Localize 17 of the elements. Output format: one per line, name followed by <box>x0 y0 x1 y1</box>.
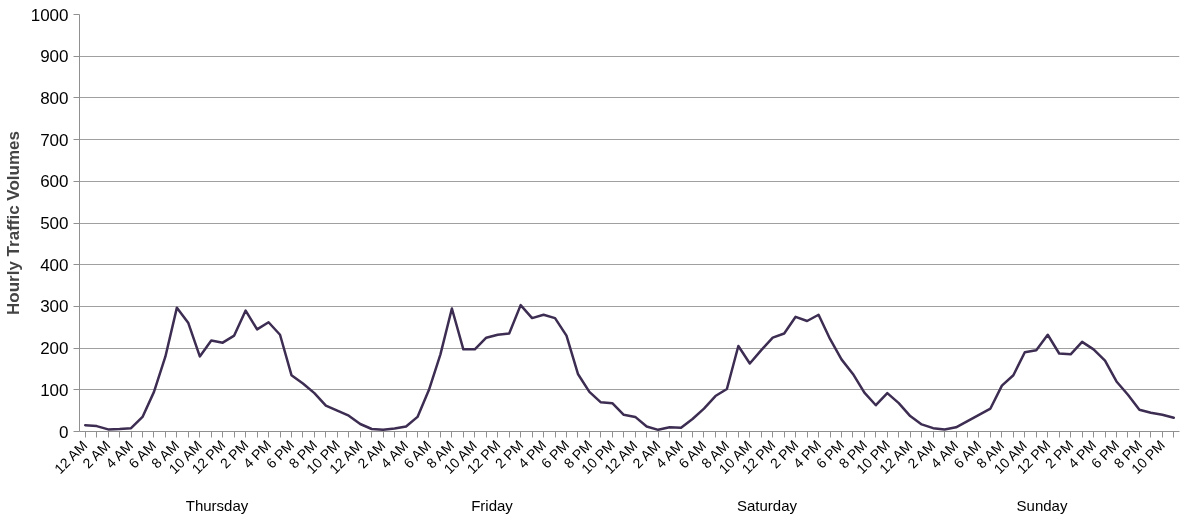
y-tick-label: 0 <box>59 422 69 442</box>
y-tick-label: 600 <box>40 172 69 192</box>
y-tick-label: 200 <box>40 339 69 359</box>
text: Friday <box>471 496 514 514</box>
y-tick-label: 1000 <box>30 5 69 25</box>
text: Thursday <box>185 496 249 514</box>
y-tick-label: 700 <box>40 130 69 150</box>
y-axis-title: Hourly Traffic Volumes <box>3 131 23 315</box>
y-tick-label: 300 <box>40 297 69 317</box>
y-tick-label: 100 <box>40 380 69 400</box>
y-tick-label: 900 <box>40 47 69 67</box>
y-tick-label: 400 <box>40 255 69 275</box>
y-tick-label: 500 <box>40 214 69 233</box>
text: Saturday <box>736 496 798 514</box>
y-tick-label: 800 <box>40 88 69 108</box>
text: Sunday <box>1016 496 1068 514</box>
line-series <box>83 303 1176 432</box>
